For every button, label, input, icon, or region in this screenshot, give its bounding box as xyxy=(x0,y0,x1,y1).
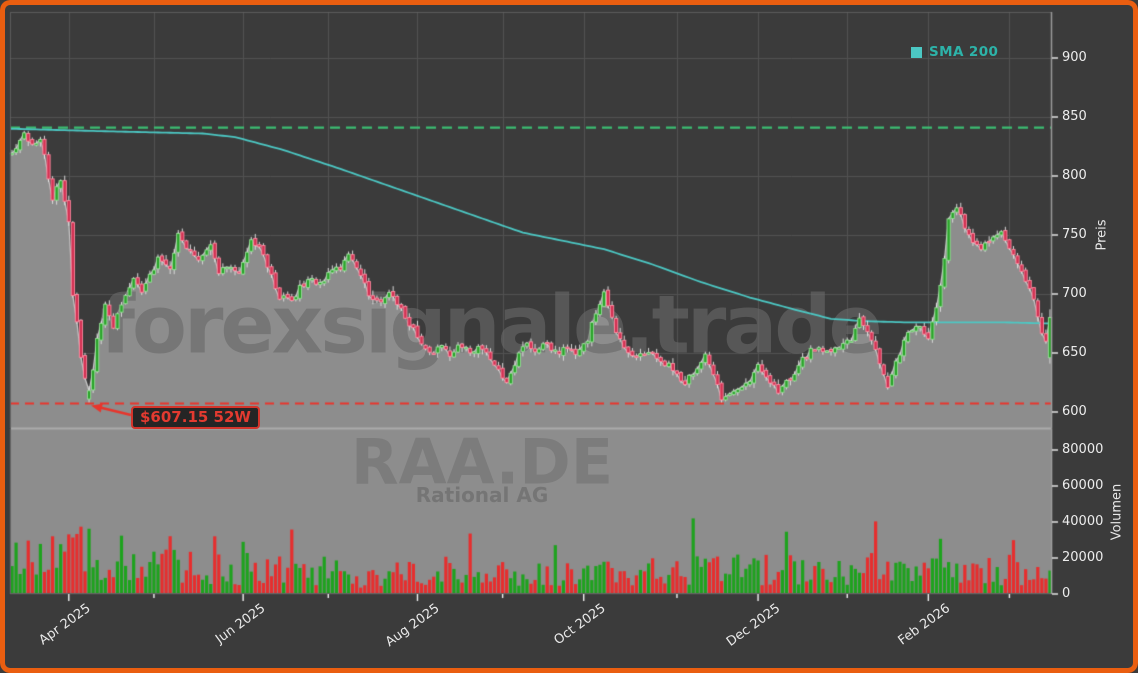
volume-tick-label: 60000 xyxy=(1062,478,1104,493)
price-tick-label: 750 xyxy=(1062,227,1087,242)
price-tick-label: 850 xyxy=(1062,109,1087,124)
volume-tick-label: 40000 xyxy=(1062,514,1104,529)
volume-tick-label: 80000 xyxy=(1062,442,1104,457)
volume-tick-label: 0 xyxy=(1062,586,1071,601)
price-tick-label: 650 xyxy=(1062,345,1087,360)
volume-axis-title: Volumen xyxy=(1109,483,1125,541)
volume-tick-label: 20000 xyxy=(1062,550,1104,565)
price-tick-label: 800 xyxy=(1062,168,1087,183)
low-52w-annotation: $607.15 52W xyxy=(131,406,260,429)
price-tick-label: 700 xyxy=(1062,286,1087,301)
price-tick-label: 900 xyxy=(1062,50,1087,65)
price-tick-label: 600 xyxy=(1062,404,1087,419)
sma-legend-label: SMA 200 xyxy=(929,44,999,60)
price-axis-title: Preis xyxy=(1094,219,1110,251)
legend: SMA 200 xyxy=(911,44,998,60)
sma-legend-swatch-icon xyxy=(911,46,922,58)
